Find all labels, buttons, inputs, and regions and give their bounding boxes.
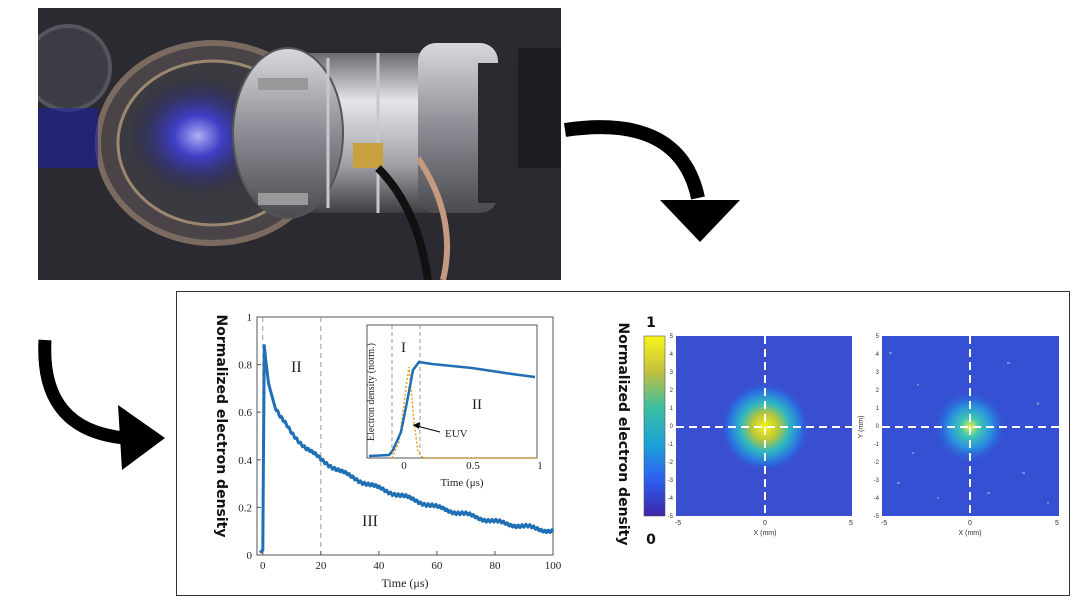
image1-xtick-max: 5 (849, 520, 853, 527)
main-ytick-0.6: 0.6 (238, 407, 252, 419)
main-region-II-label: II (291, 359, 302, 376)
colorbar: 1 0 Normalized electron density (615, 315, 666, 548)
image2-ylabel: Y (mm) (858, 416, 865, 439)
main-x-ticks: 0 20 40 60 80 100 (260, 551, 562, 572)
image-ytick--1: -1 (668, 442, 674, 448)
main-ytick-0: 0 (247, 550, 253, 562)
image2-noise (889, 352, 1049, 504)
colorbar-gradient (643, 335, 666, 517)
image-ytick-0: 0 (876, 424, 880, 430)
main-xtick-40: 40 (373, 560, 385, 572)
image-ytick--2: -2 (668, 460, 674, 466)
image2-xlabel: X (mm) (959, 530, 982, 537)
inset-ylabel: Electron density (norm.) (366, 343, 377, 441)
apparatus-photo (38, 8, 561, 280)
image-ytick-2: 2 (876, 388, 880, 394)
results-panel: Normalized electron density 0 20 40 60 80 100… (176, 291, 1070, 596)
curved-arrow-down-icon (38, 339, 165, 470)
main-region-III-label: III (362, 513, 378, 530)
image-ytick--3: -3 (668, 478, 674, 484)
image-ytick-0: 0 (670, 424, 674, 430)
main-y-ticks: 0 0.2 0.4 0.6 0.8 1 (238, 312, 261, 562)
image-ytick-2: 2 (670, 388, 674, 394)
inset-region-II-label: II (472, 397, 482, 413)
image-ytick-1: 1 (670, 406, 674, 412)
main-ytick-0.8: 0.8 (238, 360, 252, 372)
image-ytick--5: -5 (668, 514, 674, 520)
inset-density-series (368, 360, 536, 458)
main-ytick-0.4: 0.4 (238, 455, 252, 467)
main-xtick-0: 0 (260, 560, 266, 572)
image1-y-ticks: -5 -4 -3 -2 -1 0 1 2 3 4 5 (668, 334, 674, 520)
main-xtick-80: 80 (489, 560, 501, 572)
inset-xlabel: Time (μs) (440, 477, 483, 489)
euv-pointer-head (413, 422, 420, 429)
main-plot-ylabel: Normalized electron density (213, 315, 229, 538)
main-ytick-1: 1 (247, 312, 253, 324)
image-ytick--3: -3 (874, 478, 880, 484)
image-ytick-3: 3 (876, 370, 880, 376)
curved-arrow-right-icon (563, 120, 740, 242)
inset-xtick-0: 0 (401, 460, 407, 472)
density-image-1: -5 0 5 X (mm) -5 -4 -3 -2 -1 0 1 2 3 4 5 (668, 334, 853, 537)
image-ytick-5: 5 (876, 334, 880, 340)
colorbar-max-label: 1 (646, 315, 656, 331)
image2-xtick-min: -5 (881, 520, 887, 527)
main-series-line (258, 344, 555, 554)
image-ytick--1: -1 (874, 442, 880, 448)
main-xtick-60: 60 (431, 560, 443, 572)
main-xtick-20: 20 (315, 560, 327, 572)
inset-region-I-label: I (401, 340, 406, 356)
density-image-2: Y (mm) -5 0 5 X (mm) -5 -4 -3 -2 -1 0 1 2 3 4 5 (858, 334, 1059, 537)
image-ytick--5: -5 (874, 514, 880, 520)
image-ytick-4: 4 (876, 352, 880, 358)
image2-xtick-zero: 0 (968, 520, 972, 527)
inset-xtick-1: 1 (537, 460, 543, 472)
inset-euv-label: EUV (445, 428, 468, 440)
colorbar-min-label: 0 (646, 532, 656, 548)
image1-xlabel: X (mm) (754, 530, 777, 537)
image-ytick--4: -4 (668, 496, 674, 502)
inset-plot: I II EUV Electron density (norm.) 0 0.5 … (366, 324, 543, 489)
image-ytick-4: 4 (670, 352, 674, 358)
inset-frame (366, 324, 538, 459)
apparatus-illustration (38, 8, 561, 280)
main-xtick-100: 100 (545, 560, 562, 572)
image-ytick--4: -4 (874, 496, 880, 502)
main-plot-xlabel: Time (μs) (382, 576, 429, 590)
image2-y-ticks: -5 -4 -3 -2 -1 0 1 2 3 4 5 (874, 334, 880, 520)
image-ytick-3: 3 (670, 370, 674, 376)
results-svg: Normalized electron density 0 20 40 60 80 100… (213, 312, 1059, 590)
colorbar-title: Normalized electron density (615, 323, 631, 546)
image-ytick-5: 5 (670, 334, 674, 340)
image-ytick-1: 1 (876, 406, 880, 412)
image2-xtick-max: 5 (1055, 520, 1059, 527)
image1-xtick-min: -5 (675, 520, 681, 527)
main-ytick-0.2: 0.2 (238, 502, 252, 514)
inset-xtick-05: 0.5 (466, 460, 480, 472)
image-ytick--2: -2 (874, 460, 880, 466)
image1-xtick-zero: 0 (763, 520, 767, 527)
